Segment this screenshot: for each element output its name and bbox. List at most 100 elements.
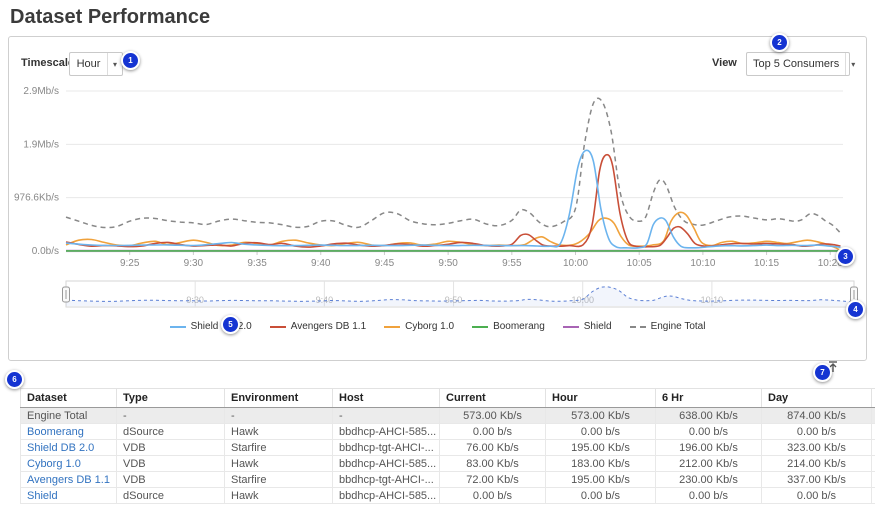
svg-text:9:50: 9:50: [445, 295, 463, 305]
column-header-host: Host: [332, 388, 440, 408]
column-header-current: Current: [439, 388, 546, 408]
cell-six-hr: 638.00 Kb/s: [655, 407, 762, 424]
export-button[interactable]: [824, 359, 842, 377]
cell-percentile: 20: [871, 487, 875, 504]
svg-text:9:25: 9:25: [120, 258, 140, 269]
timescale-select[interactable]: Hour ▾: [69, 52, 123, 76]
cell-hour: 183.00 Kb/s: [545, 455, 656, 472]
cell-day: 874.00 Kb/s: [761, 407, 872, 424]
cell-environment: Hawk: [224, 455, 333, 472]
cell-percentile: 20: [871, 423, 875, 440]
cell-hour: 195.00 Kb/s: [545, 471, 656, 488]
cell-dataset: Avengers DB 1.1: [20, 471, 117, 488]
cell-current: 573.00 Kb/s: [439, 407, 546, 424]
cell-current: 0.00 b/s: [439, 487, 546, 504]
cell-host: bbdhcp-tgt-AHCI-...: [332, 471, 440, 488]
table-row: Avengers DB 1.1 VDB Starfire bbdhcp-tgt-AHC…: [20, 471, 875, 488]
table-row: Cyborg 1.0 VDB Hawk bbdhcp-AHCI-585... 83.00…: [20, 455, 875, 472]
legend-swatch-icon: [169, 325, 186, 328]
cell-current: 83.00 Kb/s: [439, 455, 546, 472]
view-select[interactable]: Top 5 Consumers ▾: [746, 52, 855, 76]
svg-text:9:40: 9:40: [316, 295, 334, 305]
legend-item-avengers-db-1-1[interactable]: Avengers DB 1.1: [269, 321, 367, 332]
series-shield-db-2-0: [65, 149, 841, 249]
legend-item-engine-total[interactable]: Engine Total: [629, 321, 705, 332]
legend-label: Shield: [583, 321, 612, 332]
cell-six-hr: 0.00 b/s: [655, 487, 762, 504]
chevron-down-icon: ▾: [845, 53, 860, 75]
legend-label: Avengers DB 1.1: [290, 321, 367, 332]
callout-7: 7: [813, 363, 832, 382]
cell-six-hr: 230.00 Kb/s: [655, 471, 762, 488]
callout-5: 5: [221, 315, 240, 334]
svg-text:10:05: 10:05: [627, 258, 652, 269]
table-row: Boomerang dSource Hawk bbdhcp-AHCI-585... 0.…: [20, 423, 875, 440]
svg-text:10:15: 10:15: [754, 258, 779, 269]
cell-host: bbdhcp-AHCI-585...: [332, 423, 440, 440]
legend-swatch-icon: [472, 325, 489, 328]
cell-type: dSource: [116, 423, 225, 440]
cell-type: dSource: [116, 487, 225, 504]
svg-text:9:30: 9:30: [184, 258, 204, 269]
legend-item-shield[interactable]: Shield: [562, 321, 612, 332]
legend-label: Boomerang: [493, 321, 545, 332]
column-header-hour: Hour: [545, 388, 656, 408]
dataset-performance-table: Dataset Type Environment Host Current Hour 6 H…: [20, 388, 875, 504]
legend-item-boomerang[interactable]: Boomerang: [472, 321, 545, 332]
export-icon: [829, 360, 837, 372]
navigator-series: [65, 286, 852, 303]
cell-percentile: 70: [871, 439, 875, 456]
dataset-link[interactable]: Boomerang: [27, 425, 84, 438]
callout-1: 1: [121, 51, 140, 70]
cell-host: bbdhcp-AHCI-585...: [332, 455, 440, 472]
callout-3: 3: [836, 247, 855, 266]
cell-environment: Starfire: [224, 439, 333, 456]
column-header-day: Day: [761, 388, 872, 408]
cell-current: 72.00 Kb/s: [439, 471, 546, 488]
dataset-link[interactable]: Shield DB 2.0: [27, 441, 95, 454]
svg-text:10:20: 10:20: [818, 258, 843, 269]
cell-day: 337.00 Kb/s: [761, 471, 872, 488]
timescale-label: Timescale: [21, 57, 75, 69]
navigator-area: [66, 286, 854, 306]
cell-host: -: [332, 407, 440, 424]
cell-dataset: Shield DB 2.0: [20, 439, 117, 456]
cell-environment: Hawk: [224, 487, 333, 504]
cell-percentile: 50: [871, 455, 875, 472]
cell-type: VDB: [116, 471, 225, 488]
cell-host: bbdhcp-AHCI-585...: [332, 487, 440, 504]
cell-day: 214.00 Kb/s: [761, 455, 872, 472]
svg-text:10:00: 10:00: [563, 258, 588, 269]
table-row: Engine Total - - -573.00 Kb/s 573.00 Kb/s 638…: [20, 407, 875, 424]
callout-2: 2: [770, 33, 789, 52]
dataset-link[interactable]: Avengers DB 1.1: [27, 473, 110, 486]
chart-panel: Timescale Hour ▾ View Top 5 Consumers ▾ …: [8, 36, 867, 361]
column-header-dataset: Dataset: [20, 388, 117, 408]
chart-navigator[interactable]: 9:30 9:40 9:50 10:00 10:10: [9, 275, 866, 317]
legend-item-cyborg-1-0[interactable]: Cyborg 1.0: [384, 321, 454, 332]
cell-day: 0.00 b/s: [761, 423, 872, 440]
svg-text:9:30: 9:30: [186, 295, 204, 305]
legend-swatch-icon: [384, 325, 401, 328]
column-header-6-hr: 6 Hr: [655, 388, 762, 408]
dataset-link[interactable]: Shield: [27, 489, 58, 502]
cell-dataset: Shield: [20, 487, 117, 504]
view-value: Top 5 Consumers: [753, 58, 840, 70]
cell-current: 76.00 Kb/s: [439, 439, 546, 456]
series-engine-total: [65, 97, 842, 234]
cell-dataset: Boomerang: [20, 423, 117, 440]
dataset-link[interactable]: Cyborg 1.0: [27, 457, 81, 470]
column-header-percentile: Percentile: [871, 388, 875, 408]
svg-text:9:45: 9:45: [375, 258, 395, 269]
cell-type: VDB: [116, 439, 225, 456]
performance-chart: 0.0b/s 976.6Kb/s 1.9Mb/s 2.9Mb/s 9:25 9:30 9:3…: [14, 86, 843, 269]
table-row: Shield dSource Hawk bbdhcp-AHCI-585... 0.00 …: [20, 487, 875, 504]
column-header-environment: Environment: [224, 388, 333, 408]
callout-6: 6: [5, 370, 24, 389]
callout-4: 4: [846, 300, 865, 319]
view-label: View: [712, 57, 737, 69]
gridlines: 0.0b/s 976.6Kb/s 1.9Mb/s 2.9Mb/s 9:25 9:30 9:3…: [14, 86, 843, 269]
svg-text:1.9Mb/s: 1.9Mb/s: [23, 139, 59, 150]
